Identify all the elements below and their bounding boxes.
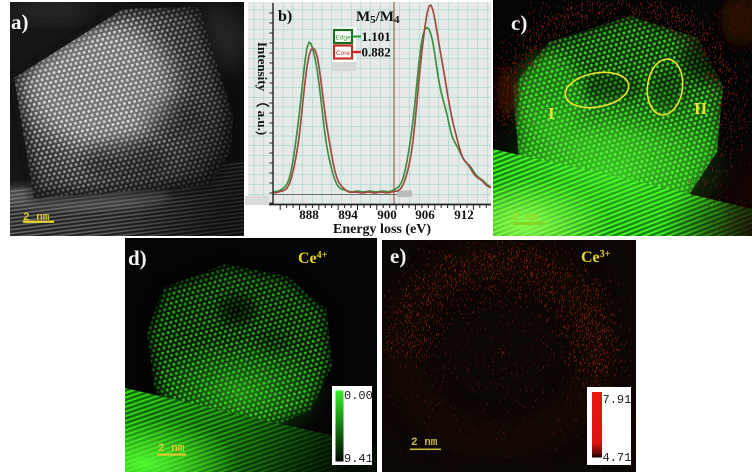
svg-text:a): a) [11,10,29,34]
svg-text:M5/M4: M5/M4 [356,9,400,26]
svg-text:I: I [548,104,555,123]
svg-text:894: 894 [338,207,358,222]
svg-text:7.91: 7.91 [603,393,632,407]
svg-text:1.101: 1.101 [362,29,391,44]
svg-text:888: 888 [299,207,319,222]
svg-text:0.00: 0.00 [344,389,373,403]
svg-text:2 nm: 2 nm [158,443,185,455]
svg-text:c): c) [511,11,527,35]
svg-text:Energy loss (eV): Energy loss (eV) [333,222,431,236]
svg-text:Intensity （ a.u.): Intensity （ a.u.) [255,42,270,135]
svg-text:900: 900 [377,207,397,222]
svg-text:9.41: 9.41 [344,452,373,466]
svg-text:Core: Core [336,50,350,57]
svg-text:912: 912 [454,207,474,222]
svg-text:II: II [694,99,708,118]
svg-text:2 nm: 2 nm [411,437,438,449]
svg-text:4.71: 4.71 [603,451,632,465]
svg-text:d): d) [128,246,147,270]
svg-text:e): e) [390,244,406,268]
svg-text:b): b) [278,8,292,25]
svg-text:2 nm: 2 nm [512,212,539,224]
svg-text:906: 906 [415,207,435,222]
svg-text:Edge: Edge [335,35,351,42]
svg-text:0.882: 0.882 [362,45,391,60]
